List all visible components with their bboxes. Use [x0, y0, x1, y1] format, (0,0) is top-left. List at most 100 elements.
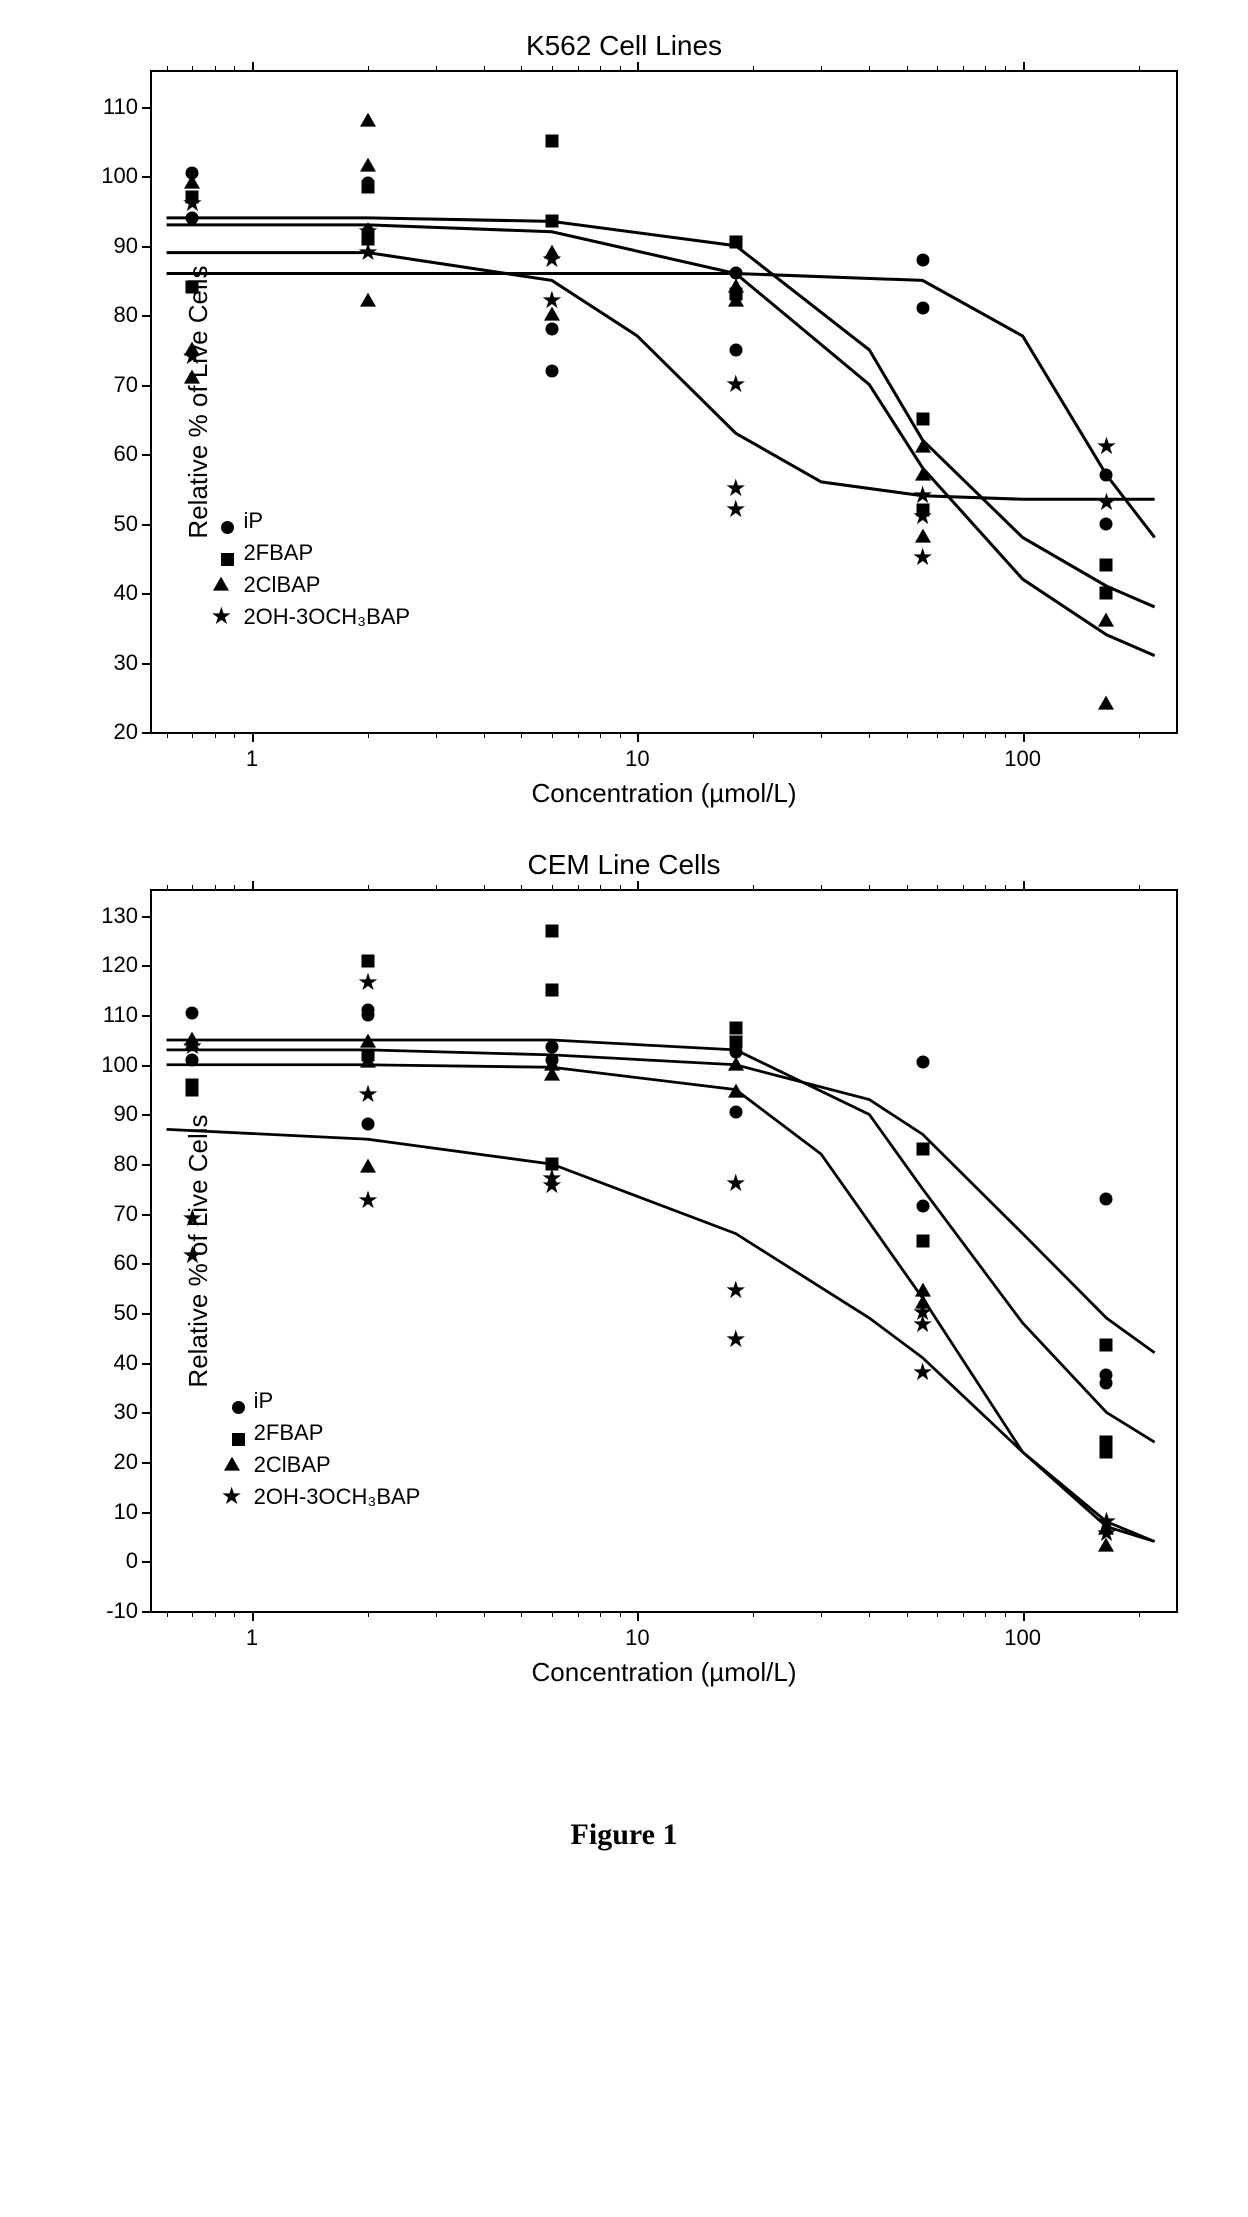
- data-point-2ClBAP: [1098, 1521, 1114, 1535]
- x-tick-minor: [552, 66, 553, 72]
- y-tick: [142, 1561, 152, 1563]
- circle-icon: [213, 513, 229, 529]
- x-tick-minor: [600, 885, 601, 891]
- y-tick: [142, 1611, 152, 1613]
- y-tick-label: 90: [114, 1101, 138, 1127]
- x-tick-minor: [578, 1611, 579, 1617]
- triangle-icon: [213, 577, 229, 593]
- y-tick-label: 80: [114, 1151, 138, 1177]
- data-point-iP: [916, 253, 929, 266]
- y-tick-label: 20: [114, 719, 138, 745]
- y-tick-label: 40: [114, 580, 138, 606]
- x-tick-minor: [821, 1611, 822, 1617]
- data-point-iP: [729, 343, 742, 356]
- data-point-2FBAP: [729, 1021, 742, 1034]
- y-tick: [142, 1263, 152, 1265]
- y-tick: [142, 107, 152, 109]
- x-tick-minor: [192, 885, 193, 891]
- legend-label: 2ClBAP: [243, 572, 320, 598]
- data-point-iP: [729, 267, 742, 280]
- data-point-2FBAP: [1100, 559, 1113, 572]
- x-tick-minor: [821, 66, 822, 72]
- y-tick: [142, 1114, 152, 1116]
- x-tick-minor: [1139, 66, 1140, 72]
- x-tick-minor: [937, 66, 938, 72]
- y-tick-label: 20: [114, 1449, 138, 1475]
- data-point-2ClBAP: [915, 467, 931, 481]
- x-tick-minor: [521, 1611, 522, 1617]
- data-point-2ClBAP: [360, 1034, 376, 1048]
- x-tick-minor: [484, 885, 485, 891]
- x-tick: [637, 62, 639, 72]
- x-tick: [1023, 62, 1025, 72]
- y-tick-label: 110: [103, 1002, 138, 1028]
- x-axis-label: Concentration (µmol/L): [150, 778, 1178, 809]
- x-tick-minor: [937, 1611, 938, 1617]
- legend-label: 2ClBAP: [254, 1452, 331, 1478]
- x-tick-minor: [234, 732, 235, 738]
- data-point-iP: [1100, 468, 1113, 481]
- x-tick-minor: [578, 732, 579, 738]
- x-tick-minor: [753, 66, 754, 72]
- x-tick-minor: [869, 885, 870, 891]
- x-tick-label: 1: [246, 746, 258, 772]
- y-tick-label: 50: [114, 511, 138, 537]
- y-tick: [142, 1015, 152, 1017]
- star-icon: ★: [213, 609, 229, 625]
- x-tick-minor: [436, 885, 437, 891]
- chart-panel-cem: CEM Line CellsRelative % of Live Cells-1…: [30, 849, 1218, 1688]
- legend-label: 2OH-3OCH₃BAP: [254, 1484, 421, 1510]
- x-tick-minor: [1139, 1611, 1140, 1617]
- data-point-iP: [362, 1118, 375, 1131]
- data-point-2ClBAP: [360, 293, 376, 307]
- y-tick-label: 80: [114, 302, 138, 328]
- x-tick-minor: [963, 66, 964, 72]
- data-point-iP: [186, 166, 199, 179]
- x-tick-minor: [521, 66, 522, 72]
- x-tick-minor: [753, 885, 754, 891]
- data-point-iP: [729, 1046, 742, 1059]
- x-tick-minor: [869, 66, 870, 72]
- data-point-2FBAP: [186, 1078, 199, 1091]
- y-axis-label: Relative % of Live Cells: [183, 1114, 214, 1387]
- x-tick-minor: [192, 66, 193, 72]
- x-tick-minor: [484, 1611, 485, 1617]
- data-point-2ClBAP: [544, 307, 560, 321]
- x-tick-minor: [869, 1611, 870, 1617]
- circle-icon: [224, 1393, 240, 1409]
- data-point-iP: [362, 177, 375, 190]
- x-tick: [637, 1611, 639, 1621]
- x-tick-minor: [368, 885, 369, 891]
- x-tick-minor: [937, 732, 938, 738]
- y-tick: [142, 1462, 152, 1464]
- x-tick-minor: [1005, 732, 1006, 738]
- data-point-iP: [186, 1006, 199, 1019]
- data-point-2ClBAP: [915, 529, 931, 543]
- data-point-iP: [916, 1056, 929, 1069]
- data-point-2FBAP: [186, 1083, 199, 1096]
- x-tick-minor: [521, 732, 522, 738]
- legend-item: 2FBAP: [213, 540, 410, 566]
- x-tick-minor: [620, 1611, 621, 1617]
- legend-item: ★2OH-3OCH₃BAP: [224, 1484, 421, 1510]
- x-tick: [252, 732, 254, 742]
- x-tick-minor: [1139, 885, 1140, 891]
- data-point-iP: [545, 1041, 558, 1054]
- data-point-2FBAP: [916, 413, 929, 426]
- x-tick-minor: [436, 732, 437, 738]
- data-point-iP: [362, 225, 375, 238]
- x-tick-minor: [436, 1611, 437, 1617]
- y-tick-label: 30: [114, 650, 138, 676]
- legend-item: 2ClBAP: [224, 1452, 421, 1478]
- x-tick-minor: [907, 732, 908, 738]
- data-point-2ClBAP: [728, 293, 744, 307]
- y-tick: [142, 1512, 152, 1514]
- data-point-iP: [362, 1004, 375, 1017]
- data-point-iP: [1100, 517, 1113, 530]
- y-tick: [142, 1065, 152, 1067]
- data-point-iP: [545, 323, 558, 336]
- y-tick: [142, 176, 152, 178]
- x-axis-label: Concentration (µmol/L): [150, 1657, 1178, 1688]
- x-tick-minor: [821, 885, 822, 891]
- figure-caption: Figure 1: [30, 1818, 1218, 1852]
